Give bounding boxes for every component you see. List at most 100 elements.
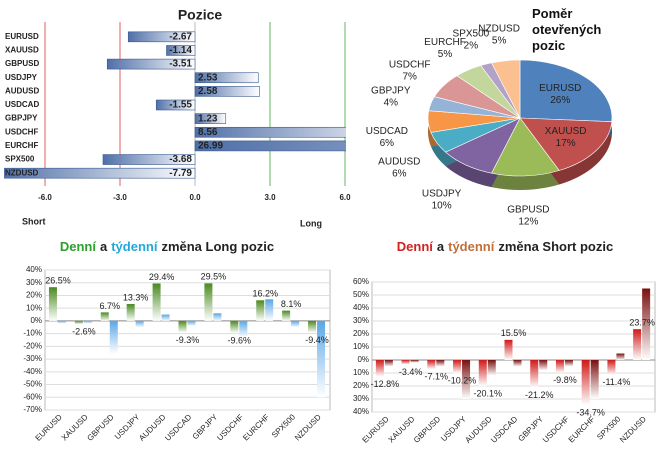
bar	[607, 360, 616, 375]
bar	[135, 320, 144, 328]
data-label: -9.6%	[228, 336, 252, 346]
slice-label: USDCHF	[389, 59, 431, 70]
bar	[590, 360, 599, 399]
data-label: 13.3%	[123, 292, 149, 302]
bar	[109, 320, 118, 354]
slice-value: 6%	[392, 168, 407, 179]
slice-value: 12%	[518, 217, 538, 228]
slice-value: 6%	[380, 138, 395, 149]
bar	[564, 360, 573, 367]
category-label: XAUUSD	[5, 46, 39, 55]
data-label: -7.79	[169, 168, 192, 179]
x-tick-label: -3.0	[113, 193, 127, 202]
slice-label: NZDUSD	[478, 24, 520, 35]
data-label: -21.2%	[525, 390, 554, 400]
chart-title: Denní a týdenní změna Long pozic	[60, 239, 274, 254]
y-tick-label: 10%	[353, 342, 369, 351]
bar	[74, 320, 83, 325]
bar	[106, 58, 196, 70]
title-part: týdenní	[111, 239, 158, 254]
bar	[504, 339, 513, 360]
slice-value: 7%	[402, 71, 417, 82]
bar	[308, 320, 317, 333]
x-tick-label: 6.0	[339, 193, 351, 202]
title-part: změna Short pozic	[498, 239, 613, 254]
bar	[530, 360, 539, 388]
bar	[513, 360, 522, 367]
data-label: -1.55	[169, 100, 192, 111]
y-tick-label: 20%	[353, 381, 369, 390]
bar	[83, 320, 92, 324]
title-part: Denní	[397, 239, 434, 254]
data-label: -10.2%	[448, 376, 477, 386]
y-tick-label: -50%	[23, 380, 42, 389]
bar	[100, 312, 109, 321]
x-tick-label: NZDUSD	[618, 414, 648, 444]
bar	[102, 154, 196, 165]
slice-label: GBPUSD	[507, 205, 549, 216]
data-label: -3.68	[169, 154, 192, 165]
bar	[581, 360, 590, 406]
slice-value: 26%	[550, 95, 570, 106]
y-tick-label: 20%	[26, 291, 42, 300]
bar	[239, 320, 248, 338]
bar	[291, 320, 300, 328]
slice-label: AUDUSD	[378, 156, 420, 167]
category-label: EURUSD	[5, 32, 39, 41]
category-label: GBPUSD	[5, 59, 39, 68]
data-label: -1.14	[169, 45, 192, 56]
x-tick-label: GBPUSD	[85, 412, 115, 442]
x-tick-label: 3.0	[264, 193, 276, 202]
bar	[48, 287, 57, 321]
category-label: EURCHF	[5, 141, 38, 150]
data-label: -2.6%	[72, 327, 96, 337]
bar	[478, 360, 487, 387]
bar	[194, 113, 227, 124]
data-label: -9.8%	[553, 375, 577, 385]
data-label: -3.4%	[399, 367, 423, 377]
bar	[152, 283, 161, 321]
y-tick-label: -60%	[23, 392, 42, 401]
title-part: a	[100, 239, 108, 254]
bar	[178, 320, 187, 333]
x-tick-label: NZDUSD	[293, 412, 323, 442]
y-tick-label: 40%	[353, 303, 369, 312]
y-tick-label: -30%	[23, 354, 42, 363]
bar	[616, 353, 625, 360]
category-label: USDJPY	[5, 73, 38, 82]
bar	[539, 360, 548, 371]
bar	[213, 313, 222, 321]
y-tick-label: 0%	[357, 355, 369, 364]
x-tick-label: GBPUSD	[412, 414, 442, 444]
slice	[491, 59, 521, 119]
data-label: 29.4%	[149, 272, 175, 282]
data-label: 29.5%	[201, 272, 227, 282]
bar	[57, 320, 66, 324]
bar	[487, 360, 496, 376]
data-label: -20.1%	[474, 389, 503, 399]
y-tick-label: 60%	[353, 277, 369, 286]
slice-value: 5%	[492, 36, 507, 47]
data-label: -9.3%	[176, 335, 200, 345]
bar	[155, 99, 196, 111]
bar	[161, 314, 170, 321]
x-tick-label: EURCHF	[241, 412, 271, 442]
data-label: -3.51	[169, 59, 192, 70]
category-label: USDCHF	[5, 127, 38, 136]
bar	[317, 320, 326, 398]
slice-label: GBPJPY	[371, 86, 411, 97]
bar	[282, 310, 291, 321]
category-label: SPX500	[5, 155, 35, 164]
bar	[194, 140, 346, 152]
y-tick-label: -10%	[23, 329, 42, 338]
bar	[204, 283, 213, 321]
slice-value: 10%	[432, 201, 452, 212]
x-tick-label: AUDUSD	[137, 412, 167, 442]
slice-label: EURUSD	[539, 83, 581, 94]
category-label: NZDUSD	[5, 168, 39, 177]
y-tick-label: 20%	[353, 329, 369, 338]
y-tick-label: 30%	[353, 316, 369, 325]
pie-title: Poměr otevřených pozic	[532, 6, 602, 53]
data-label: 2.53	[198, 72, 218, 83]
title-part: a	[437, 239, 445, 254]
